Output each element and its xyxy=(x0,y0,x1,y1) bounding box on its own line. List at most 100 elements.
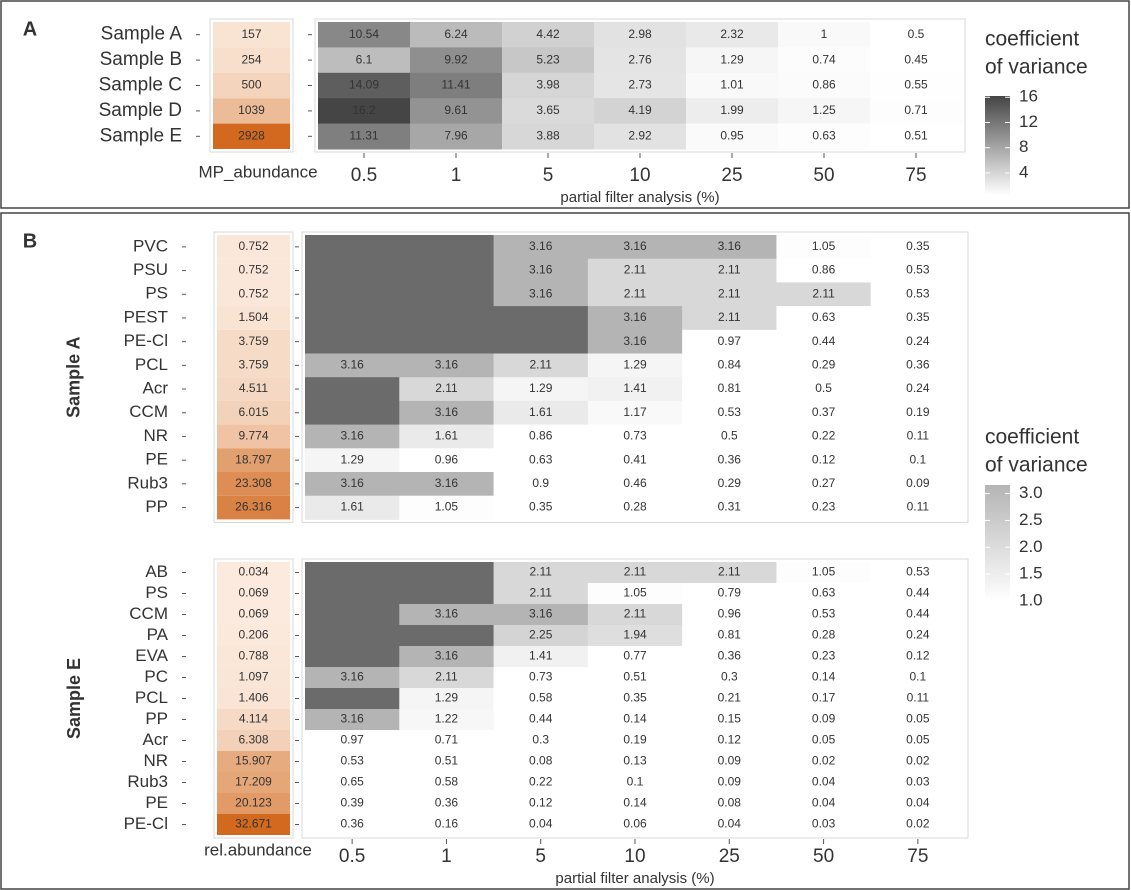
heat-cell xyxy=(682,235,777,260)
heat-cell xyxy=(682,583,777,605)
cell-label: 11.41 xyxy=(441,78,470,92)
heat-cell xyxy=(399,814,495,836)
heat-cell xyxy=(305,709,400,731)
panel-label: A xyxy=(23,18,37,40)
heat-cell xyxy=(493,688,589,710)
cell-label: 2.73 xyxy=(628,78,652,92)
cell-label: 0.02 xyxy=(906,754,930,768)
cell-label: 0.58 xyxy=(529,691,553,705)
cell-label: 0.37 xyxy=(812,405,836,419)
na-cell xyxy=(399,282,495,307)
row-label: PE-Cl xyxy=(124,331,168,350)
cell-label: 1.05 xyxy=(435,500,459,514)
heat-cell xyxy=(305,424,400,449)
cell-label: 0.12 xyxy=(718,733,742,747)
cell-label: 1.29 xyxy=(623,358,647,372)
abundance-label: 2928 xyxy=(238,128,265,142)
cell-label: 0.63 xyxy=(529,452,553,466)
abundance-label: 500 xyxy=(241,78,261,92)
heat-cell xyxy=(776,667,872,689)
cell-label: 0.58 xyxy=(435,775,459,789)
abundance-cell xyxy=(217,751,290,772)
cell-label: 0.74 xyxy=(812,52,836,66)
cell-label: 5.23 xyxy=(536,52,560,66)
cell-label: 11.31 xyxy=(349,128,378,142)
cell-label: 2.11 xyxy=(718,310,741,324)
heat-cell xyxy=(682,604,777,626)
heat-cell xyxy=(305,772,400,794)
na-cell xyxy=(305,688,400,710)
cell-label: 0.73 xyxy=(529,670,553,684)
row-label: PE xyxy=(145,793,168,812)
abundance-label: 0.069 xyxy=(238,607,268,621)
heat-cell xyxy=(778,98,871,125)
cell-label: 0.22 xyxy=(529,775,553,789)
heat-cell xyxy=(870,772,966,794)
heat-cell xyxy=(682,306,777,331)
cell-label: 2.11 xyxy=(718,263,741,277)
heat-cell xyxy=(594,72,687,99)
heat-cell xyxy=(870,646,966,668)
heat-cell xyxy=(399,667,495,689)
abundance-cell xyxy=(217,730,290,751)
abundance-label: 1.504 xyxy=(238,310,268,324)
abundance-cell xyxy=(217,814,290,835)
na-cell xyxy=(305,646,400,668)
heat-cell xyxy=(776,258,872,283)
heat-cell xyxy=(318,72,411,99)
cell-label: 0.53 xyxy=(906,565,930,579)
heat-cell xyxy=(682,329,777,354)
colorbar-label: 1.5 xyxy=(1019,564,1043,583)
heat-cell xyxy=(776,583,872,605)
heat-cell xyxy=(682,688,777,710)
heat-cell xyxy=(682,258,777,283)
heat-cell xyxy=(870,329,966,354)
na-cell xyxy=(305,604,400,626)
abundance-label: 6.308 xyxy=(238,733,268,747)
abundance-cell xyxy=(217,235,290,259)
abundance-label: 17.209 xyxy=(235,775,272,789)
cell-label: 0.24 xyxy=(906,334,930,348)
abundance-label: 0.788 xyxy=(238,649,268,663)
cell-label: 0.04 xyxy=(718,817,742,831)
heat-cell xyxy=(870,625,966,647)
heat-cell xyxy=(686,47,779,74)
abundance-axis-label: rel.abundance xyxy=(204,840,312,859)
heat-cell xyxy=(587,448,683,473)
abundance-cell xyxy=(213,98,290,124)
legend-title: coefficient xyxy=(985,28,1079,51)
na-cell xyxy=(305,258,400,283)
row-label: CCM xyxy=(129,604,168,623)
abundance-cell xyxy=(217,353,290,378)
heat-cell xyxy=(493,400,589,426)
cell-label: 0.04 xyxy=(906,796,930,810)
na-cell xyxy=(305,306,400,331)
cell-label: 3.16 xyxy=(623,334,647,348)
cell-label: 1.17 xyxy=(623,405,647,419)
cell-label: 0.86 xyxy=(812,263,836,277)
cell-label: 1.61 xyxy=(529,405,553,419)
heat-cell xyxy=(399,377,495,402)
cell-label: 3.98 xyxy=(536,78,560,92)
cell-label: 2.11 xyxy=(529,565,552,579)
colorbar-label: 16 xyxy=(1019,87,1038,106)
cell-label: 0.35 xyxy=(906,310,930,324)
heat-cell xyxy=(870,424,966,449)
heat-cell xyxy=(493,562,589,584)
heat-cell xyxy=(399,646,495,668)
heat-cell xyxy=(776,730,872,752)
heat-cell xyxy=(410,72,503,99)
heat-cell xyxy=(870,235,966,260)
row-label: Sample D xyxy=(99,100,182,121)
cell-label: 0.3 xyxy=(721,670,738,684)
abundance-label: 0.206 xyxy=(238,628,268,642)
heat-cell xyxy=(587,258,683,283)
heat-cell xyxy=(493,709,589,731)
heat-cell xyxy=(776,562,872,584)
cell-label: 0.39 xyxy=(340,796,364,810)
heat-cell xyxy=(502,72,595,99)
colorbar-label: 12 xyxy=(1019,112,1038,131)
abundance-frame xyxy=(213,231,294,523)
heat-cell xyxy=(594,98,687,125)
cell-label: 0.14 xyxy=(623,796,647,810)
